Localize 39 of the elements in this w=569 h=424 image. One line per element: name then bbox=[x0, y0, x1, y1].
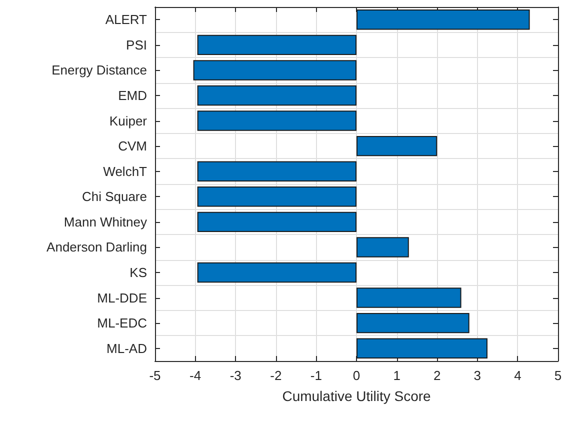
bar bbox=[197, 110, 356, 131]
y-tick-label: CVM bbox=[118, 138, 147, 154]
bar bbox=[197, 186, 356, 207]
y-tick-label: PSI bbox=[126, 37, 147, 52]
bar bbox=[197, 262, 356, 283]
bar bbox=[356, 136, 438, 156]
bar bbox=[356, 312, 470, 334]
y-tick-label: ML-DDE bbox=[97, 290, 148, 306]
bar bbox=[197, 34, 356, 56]
y-tick-label: Anderson Darling bbox=[46, 240, 147, 255]
bar bbox=[197, 85, 356, 106]
x-tick-label: 0 bbox=[352, 368, 360, 383]
x-tick-label: 1 bbox=[393, 368, 400, 383]
y-tick-label: Chi Square bbox=[82, 189, 147, 204]
bar bbox=[356, 288, 462, 308]
y-tick-label: Mann Whitney bbox=[64, 214, 148, 230]
y-tick-label: EMD bbox=[118, 88, 147, 103]
y-tick-label: ML-EDC bbox=[97, 316, 147, 331]
bar bbox=[197, 161, 356, 182]
x-tick-label: -3 bbox=[230, 368, 242, 383]
y-tick-label: Energy Distance bbox=[52, 62, 147, 78]
y-tick-label: KS bbox=[130, 265, 148, 280]
bar bbox=[197, 212, 356, 232]
y-tick-label: WelchT bbox=[103, 164, 148, 179]
x-tick-label: -5 bbox=[149, 368, 161, 383]
x-tick-label: -1 bbox=[310, 368, 322, 383]
x-tick-label: -4 bbox=[190, 368, 202, 383]
x-axis-title: Cumulative Utility Score bbox=[282, 388, 432, 404]
bar bbox=[356, 338, 488, 358]
y-tick-label: ALERT bbox=[105, 12, 148, 28]
bar bbox=[356, 237, 409, 258]
bar bbox=[193, 60, 356, 80]
y-tick-label: Kuiper bbox=[109, 113, 148, 128]
x-tick-label: 5 bbox=[554, 368, 562, 383]
x-tick-label: -2 bbox=[270, 368, 282, 383]
x-tick-label: 2 bbox=[433, 368, 441, 383]
x-tick-label: 4 bbox=[514, 368, 522, 383]
y-tick-label: ML-AD bbox=[106, 340, 147, 356]
x-tick-label: 3 bbox=[474, 368, 482, 383]
